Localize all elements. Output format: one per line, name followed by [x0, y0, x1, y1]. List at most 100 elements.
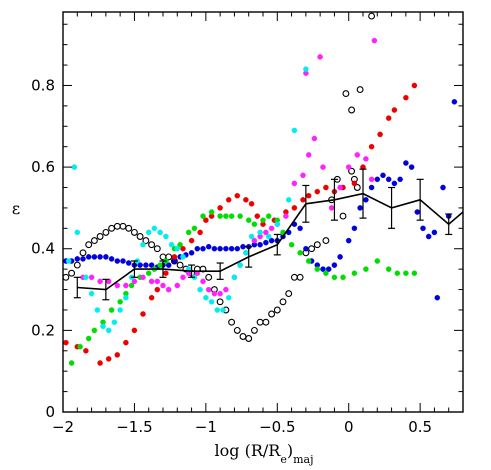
- point-s5-2: [71, 164, 78, 170]
- point-s3-3: [91, 327, 98, 334]
- point-s3-18: [200, 213, 206, 219]
- point-s1-48: [337, 254, 343, 260]
- point-s1-13: [137, 262, 143, 268]
- point-s4-38: [354, 152, 361, 158]
- point-s0-30: [233, 326, 241, 334]
- point-s1-3: [80, 256, 86, 262]
- point-s1-22: [188, 250, 195, 256]
- point-s3-35: [331, 274, 338, 281]
- point-s5-16: [157, 229, 163, 236]
- point-s1-25: [205, 243, 212, 250]
- point-s2-14: [188, 237, 195, 244]
- point-s1-27: [217, 245, 223, 252]
- y-tick-label-3: 0.6: [31, 158, 55, 176]
- point-s0-12: [130, 228, 138, 236]
- point-s1-61: [414, 209, 421, 215]
- point-s2-2: [83, 348, 89, 354]
- point-s5-8: [111, 319, 118, 325]
- point-s2-4: [105, 356, 112, 362]
- point-s3-15: [177, 241, 183, 248]
- point-s3-20: [217, 213, 223, 219]
- x-axis-label: log (R/Re)maj: [215, 441, 314, 466]
- point-s4-39: [363, 156, 369, 162]
- point-s0-43: [308, 245, 316, 253]
- point-s4-33: [311, 135, 318, 142]
- point-s4-30: [291, 180, 298, 187]
- point-s0-8: [108, 224, 116, 232]
- point-s3-37: [351, 270, 358, 276]
- point-s3-31: [297, 250, 303, 256]
- point-s4-34: [320, 164, 326, 170]
- point-s3-16: [185, 229, 192, 236]
- point-s1-10: [120, 258, 126, 264]
- point-s5-10: [123, 294, 129, 301]
- point-s4-36: [337, 184, 343, 191]
- point-s0-15: [148, 241, 156, 249]
- point-s2-29: [305, 192, 312, 199]
- point-s4-20: [223, 286, 229, 293]
- point-s5-25: [208, 299, 215, 305]
- point-s0-38: [279, 298, 287, 306]
- point-s0-31: [239, 333, 247, 340]
- point-s1-35: [263, 239, 269, 246]
- point-s5-19: [174, 245, 181, 252]
- point-s4-11: [165, 286, 172, 293]
- point-s0-5: [90, 237, 98, 245]
- point-s3-0: [68, 360, 75, 366]
- point-s0-51: [353, 184, 361, 191]
- point-s5-18: [168, 241, 175, 248]
- point-s5-15: [151, 225, 158, 232]
- point-s3-21: [223, 213, 229, 219]
- point-s1-42: [303, 245, 309, 252]
- point-s3-33: [314, 266, 321, 272]
- point-s5-27: [220, 307, 226, 313]
- x-axis-label-main: log (R/R: [215, 441, 282, 460]
- point-s3-10: [145, 270, 152, 276]
- point-s0-27: [216, 298, 224, 306]
- point-s5-24: [203, 294, 209, 301]
- point-s3-43: [411, 270, 418, 276]
- point-s4-40: [368, 176, 375, 183]
- point-s5-0: [65, 258, 72, 264]
- point-s4-18: [211, 290, 218, 297]
- point-s0-11: [125, 224, 133, 232]
- point-s4-17: [205, 286, 212, 293]
- point-s2-11: [163, 270, 169, 276]
- point-s0-53: [348, 106, 356, 114]
- point-s0-16: [153, 245, 161, 253]
- point-s3-32: [305, 258, 312, 264]
- point-s5-37: [291, 127, 298, 134]
- point-s0-41: [296, 273, 304, 281]
- point-s2-23: [254, 213, 261, 219]
- point-s3-41: [394, 270, 401, 276]
- point-s0-54: [356, 86, 364, 94]
- point-s0-45: [322, 237, 330, 245]
- point-s0-0: [62, 273, 70, 281]
- point-s2-13: [180, 245, 186, 252]
- point-s5-38: [303, 66, 309, 72]
- point-s1-60: [408, 164, 415, 170]
- point-s4-10: [160, 282, 166, 289]
- point-s1-2: [74, 256, 81, 262]
- point-s1-55: [380, 172, 386, 179]
- point-s0-52: [342, 90, 350, 98]
- point-s1-45: [320, 266, 326, 272]
- point-s1-15: [148, 262, 155, 268]
- point-s1-14: [143, 262, 149, 268]
- y-axis-label: ε: [12, 199, 20, 218]
- point-s3-38: [363, 266, 369, 272]
- point-s1-9: [114, 258, 121, 264]
- point-s5-31: [243, 250, 249, 256]
- point-s4-9: [154, 278, 161, 285]
- point-s3-30: [288, 241, 295, 248]
- point-s3-19: [208, 209, 215, 215]
- point-s4-37: [345, 164, 352, 170]
- point-s3-26: [260, 217, 266, 223]
- point-s0-25: [205, 273, 213, 281]
- point-s2-38: [385, 115, 392, 121]
- point-s0-18: [165, 253, 173, 261]
- point-s1-18: [165, 262, 172, 268]
- point-s4-16: [200, 278, 206, 285]
- point-s4-42: [317, 54, 323, 60]
- point-s4-5: [123, 282, 129, 289]
